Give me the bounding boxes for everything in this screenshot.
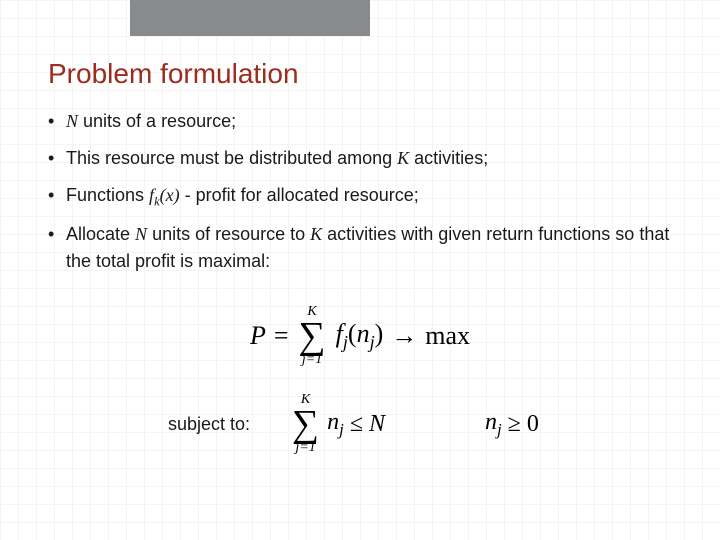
bullet-item: Functions fk(x) - profit for allocated r… <box>48 182 672 211</box>
bullet-list: N units of a resource; This resource mus… <box>48 108 672 275</box>
slide-title: Problem formulation <box>48 58 672 90</box>
slide-content: Problem formulation N units of a resourc… <box>0 0 720 455</box>
var-N: N <box>135 224 147 244</box>
var-N: N <box>66 111 78 131</box>
c2-rhs: 0 <box>527 411 539 438</box>
var-K: K <box>397 148 409 168</box>
constraints-row: subject to: K ∑ j=1 nj ≤ N nj ≥ 0 <box>48 393 672 455</box>
term-f: f <box>336 319 343 348</box>
arrow-icon: → <box>391 321 417 351</box>
formula-lhs: P <box>250 321 266 351</box>
paren-close: ) <box>375 319 384 348</box>
c2-rel: ≥ <box>508 411 521 438</box>
bullet-text: Functions <box>66 185 149 205</box>
term-arg-var: n <box>357 319 370 348</box>
bullet-text: activities; <box>409 148 488 168</box>
objective-formula: P = K ∑ j=1 fj(nj) → max <box>48 305 672 367</box>
bullet-item: Allocate N units of resource to K activi… <box>48 221 672 275</box>
c1-rhs: N <box>369 411 385 438</box>
c1-var-sub: j <box>339 420 344 439</box>
sum-lower: j=1 <box>302 353 322 367</box>
sigma-icon: ∑ <box>292 405 319 443</box>
constraint-sum: K ∑ j=1 nj ≤ N <box>290 393 385 455</box>
formula-target: max <box>425 321 470 351</box>
bullet-text: - profit for allocated resource; <box>180 185 419 205</box>
bullet-item: This resource must be distributed among … <box>48 145 672 172</box>
bullet-text: units of a resource; <box>78 111 236 131</box>
c2-var-sub: j <box>497 420 502 439</box>
bullet-text: This resource must be distributed among <box>66 148 397 168</box>
paren-open: ( <box>348 319 357 348</box>
bullet-text: units of resource to <box>147 224 310 244</box>
formula-eq: = <box>274 321 289 351</box>
constraint-nonneg: nj ≥ 0 <box>485 409 539 440</box>
c1-var: n <box>327 409 339 435</box>
sum-symbol: K ∑ j=1 <box>299 305 326 367</box>
bullet-item: N units of a resource; <box>48 108 672 135</box>
sigma-icon: ∑ <box>299 317 326 355</box>
c2-var: n <box>485 409 497 435</box>
var-K: K <box>310 224 322 244</box>
fn-arg: (x) <box>160 185 180 205</box>
c1-rel: ≤ <box>350 411 363 438</box>
bullet-text: Allocate <box>66 224 135 244</box>
subject-to-label: subject to: <box>168 414 250 435</box>
sum-symbol: K ∑ j=1 <box>292 393 319 455</box>
sum-lower: j=1 <box>295 441 315 455</box>
